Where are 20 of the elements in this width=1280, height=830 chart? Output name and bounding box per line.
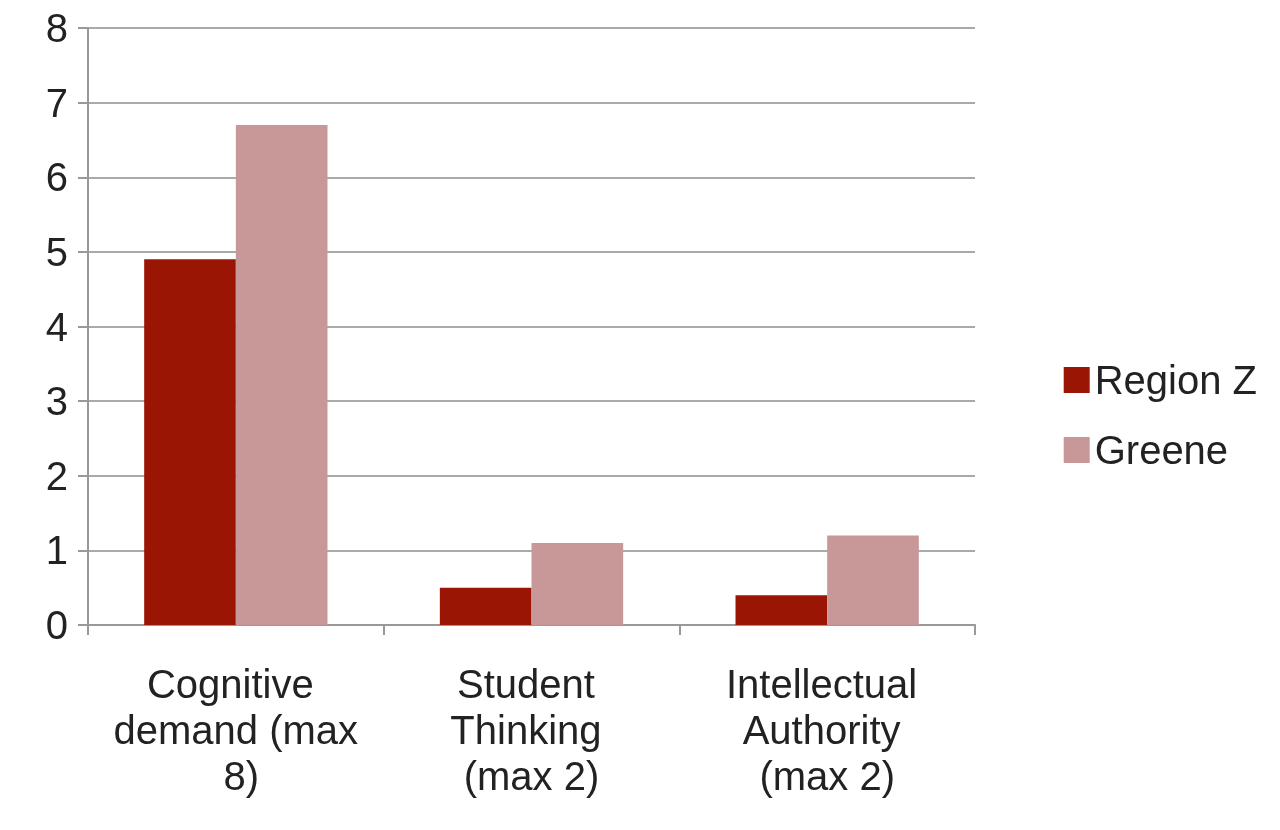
y-tick-label: 3 xyxy=(45,379,68,424)
x-tick-label: Cognitive demand (max 8) xyxy=(113,662,359,798)
legend-label: Region Z xyxy=(1094,358,1258,402)
x-tick-label: Student Thinking (max 2) xyxy=(450,662,613,798)
bar xyxy=(735,595,828,625)
legend-label: Greene xyxy=(1094,428,1229,472)
y-tick-label: 2 xyxy=(45,453,68,498)
y-tick-label: 1 xyxy=(45,528,68,573)
bar xyxy=(827,535,919,625)
bar xyxy=(439,587,532,625)
y-tick-label: 0 xyxy=(45,603,68,647)
x-tick-label: Intellectual Authority (max 2) xyxy=(725,662,929,798)
y-tick-label: 6 xyxy=(45,155,68,200)
bar xyxy=(235,125,328,625)
y-tick-label: 7 xyxy=(45,80,68,125)
bar xyxy=(144,259,236,625)
y-tick-label: 5 xyxy=(45,229,68,274)
bar xyxy=(531,542,624,625)
y-tick-label: 4 xyxy=(45,304,68,349)
y-tick-label: 8 xyxy=(45,6,68,50)
